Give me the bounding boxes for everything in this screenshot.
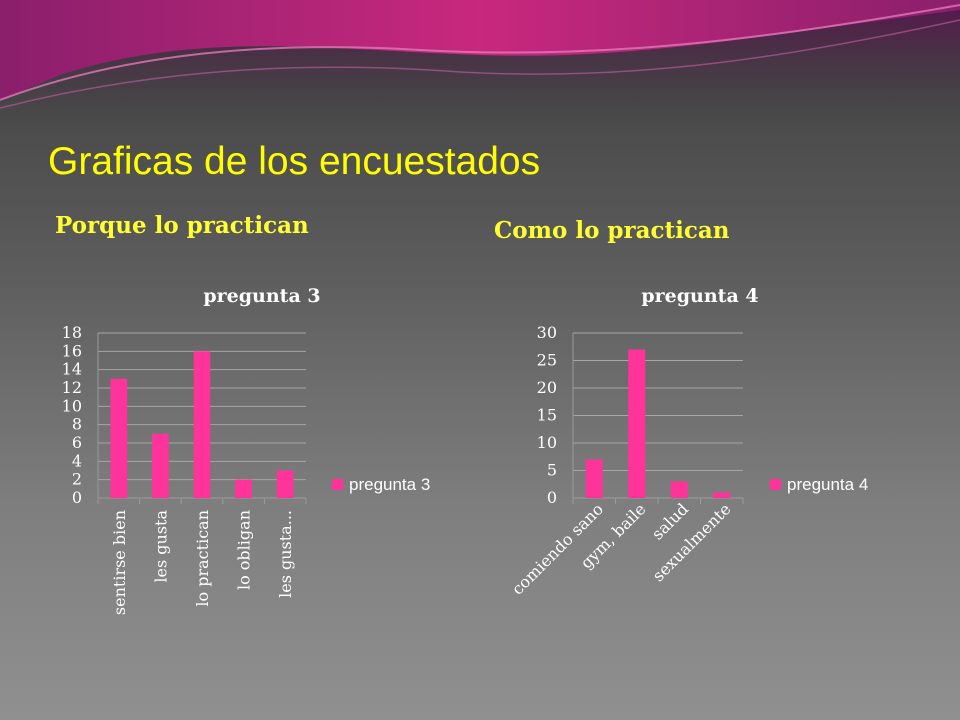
y-tick-label: 10 xyxy=(537,433,557,452)
x-tick-label: lo practican xyxy=(193,510,212,607)
bar xyxy=(628,349,646,498)
chart-title: pregunta 3 xyxy=(203,285,320,307)
y-tick-label: 0 xyxy=(547,488,557,507)
bar xyxy=(193,351,211,498)
y-tick-label: 0 xyxy=(72,488,82,507)
bar xyxy=(585,459,603,498)
y-tick-label: 25 xyxy=(537,351,557,370)
y-tick-label: 12 xyxy=(62,378,82,397)
y-tick-label: 6 xyxy=(72,433,82,452)
y-tick-label: 10 xyxy=(62,396,82,415)
bar xyxy=(670,481,688,498)
y-tick-label: 16 xyxy=(62,341,82,360)
legend-swatch xyxy=(770,479,781,490)
x-tick-label: lo obligan xyxy=(235,510,254,590)
subtitle-left: Porque lo practican xyxy=(55,212,309,239)
bar xyxy=(276,470,294,498)
subtitle-right: Como lo practican xyxy=(494,217,730,244)
y-tick-label: 15 xyxy=(537,406,557,425)
header-banner xyxy=(0,0,960,130)
y-tick-label: 20 xyxy=(537,378,557,397)
x-tick-label: sentirse bien xyxy=(110,510,129,615)
y-tick-label: 4 xyxy=(72,451,82,470)
y-tick-label: 5 xyxy=(547,461,557,480)
bar xyxy=(713,492,731,498)
legend-label: pregunta 4 xyxy=(787,475,868,494)
chart-title: pregunta 4 xyxy=(641,285,758,307)
x-tick-label: les gusta xyxy=(151,510,170,583)
legend-swatch xyxy=(332,479,343,490)
x-tick-label: les gusta... xyxy=(276,510,295,598)
y-tick-label: 18 xyxy=(62,323,82,342)
bar xyxy=(152,433,169,498)
slide-title: Graficas de los encuestados xyxy=(48,140,541,183)
legend-label: pregunta 3 xyxy=(349,475,430,494)
bar xyxy=(110,378,128,498)
y-tick-label: 8 xyxy=(72,415,82,434)
y-tick-label: 14 xyxy=(62,360,82,379)
y-tick-label: 2 xyxy=(72,470,82,489)
y-tick-label: 30 xyxy=(537,323,557,342)
bar xyxy=(235,479,252,498)
